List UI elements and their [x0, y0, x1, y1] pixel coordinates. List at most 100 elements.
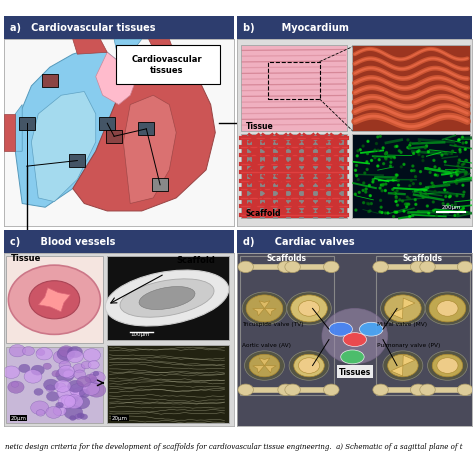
Point: [441, 187, 448, 194]
Point: [354, 153, 361, 160]
Circle shape: [238, 262, 254, 273]
Point: [420, 187, 428, 194]
Circle shape: [59, 361, 71, 370]
Point: [382, 210, 389, 217]
Point: [459, 193, 467, 200]
Text: Aortic valve (AV): Aortic valve (AV): [242, 342, 291, 347]
Circle shape: [79, 390, 90, 397]
Circle shape: [56, 383, 65, 390]
Circle shape: [52, 371, 60, 377]
Point: [454, 170, 462, 178]
Circle shape: [64, 405, 82, 419]
Point: [406, 183, 414, 190]
Point: [431, 172, 439, 179]
Circle shape: [36, 348, 53, 360]
Point: [382, 155, 390, 162]
Point: [410, 151, 418, 158]
Circle shape: [285, 262, 301, 273]
Point: [361, 170, 369, 177]
Circle shape: [73, 364, 85, 373]
Circle shape: [83, 349, 100, 362]
Point: [453, 180, 461, 188]
Polygon shape: [391, 366, 403, 376]
Circle shape: [68, 347, 82, 358]
Bar: [117, 46, 220, 85]
Circle shape: [437, 301, 458, 317]
Point: [410, 168, 418, 175]
Text: Mitral valve (MV): Mitral valve (MV): [377, 321, 427, 326]
Point: [463, 157, 470, 165]
Circle shape: [73, 370, 86, 379]
Text: Tissue: Tissue: [11, 253, 41, 262]
Circle shape: [57, 347, 75, 361]
Point: [409, 163, 417, 170]
Circle shape: [55, 380, 71, 392]
Circle shape: [3, 366, 19, 379]
Circle shape: [85, 374, 97, 383]
Point: [391, 155, 398, 162]
Point: [352, 191, 359, 198]
Point: [421, 145, 429, 152]
Point: [377, 204, 385, 212]
Point: [371, 155, 379, 162]
Point: [429, 183, 437, 190]
Point: [423, 143, 430, 150]
Point: [422, 191, 429, 198]
Polygon shape: [114, 40, 142, 63]
Point: [400, 208, 408, 215]
Point: [395, 182, 402, 189]
Circle shape: [429, 295, 466, 322]
Circle shape: [249, 354, 280, 377]
Circle shape: [432, 354, 463, 377]
Point: [366, 208, 374, 215]
Point: [460, 161, 468, 168]
Point: [441, 159, 449, 166]
Circle shape: [57, 386, 75, 400]
Point: [425, 210, 433, 217]
Point: [390, 177, 397, 184]
Circle shape: [246, 295, 283, 322]
Point: [373, 141, 380, 148]
Circle shape: [36, 350, 45, 356]
Point: [362, 186, 370, 193]
Point: [462, 147, 469, 154]
Bar: [99, 117, 115, 130]
Polygon shape: [15, 106, 22, 152]
Ellipse shape: [139, 287, 195, 310]
Circle shape: [29, 281, 80, 319]
Circle shape: [410, 384, 426, 396]
Circle shape: [53, 406, 66, 416]
Circle shape: [73, 388, 85, 397]
Point: [380, 181, 387, 189]
Circle shape: [289, 351, 329, 381]
Ellipse shape: [343, 333, 366, 347]
Point: [362, 189, 370, 196]
Circle shape: [43, 364, 51, 369]
Circle shape: [278, 262, 293, 273]
Circle shape: [238, 384, 254, 396]
Circle shape: [46, 385, 55, 392]
Point: [430, 207, 438, 215]
Point: [396, 197, 403, 204]
Point: [456, 157, 463, 164]
Circle shape: [82, 383, 100, 396]
Point: [392, 144, 399, 151]
Circle shape: [31, 401, 49, 414]
Point: [448, 150, 456, 157]
Circle shape: [68, 395, 78, 403]
Point: [369, 179, 377, 186]
Point: [456, 147, 464, 154]
Point: [374, 163, 382, 170]
Point: [359, 187, 367, 194]
Point: [460, 209, 467, 216]
Point: [398, 164, 405, 171]
Point: [394, 178, 402, 185]
Point: [404, 145, 411, 152]
Point: [406, 144, 413, 151]
Point: [444, 202, 451, 209]
Circle shape: [61, 396, 75, 406]
Point: [356, 189, 363, 197]
Circle shape: [31, 365, 44, 375]
Point: [426, 170, 434, 177]
Circle shape: [457, 384, 473, 396]
